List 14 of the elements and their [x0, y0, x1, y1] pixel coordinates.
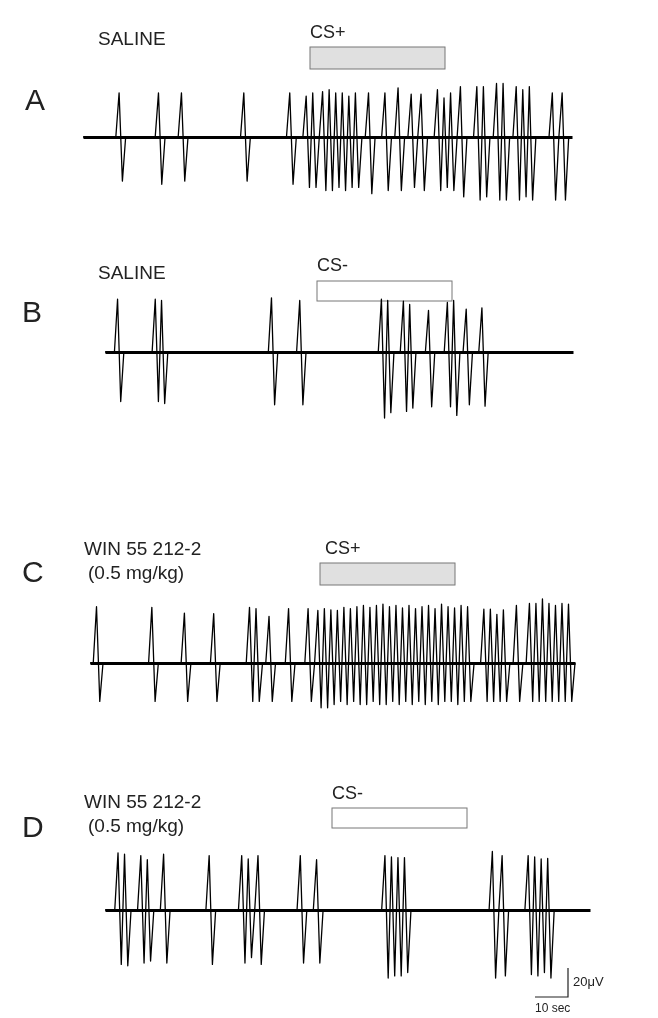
text: CS-: [332, 783, 363, 803]
chart-title: B: [22, 295, 43, 328]
text: CS+: [310, 22, 346, 42]
text: CS+: [325, 538, 361, 558]
chart-title: A: [25, 83, 46, 116]
text: CS-: [317, 255, 348, 275]
text: 10 sec: [535, 1001, 571, 1015]
chart-subtitle: SALINE: [98, 28, 166, 49]
annotation: 20μV: [573, 974, 604, 989]
chart-title: C: [22, 555, 44, 588]
chart-subtitle: WIN 55 212-2 (0.5 mg/kg): [84, 538, 202, 583]
chart-subtitle: SALINE: [98, 262, 166, 283]
chart-title: D: [22, 810, 44, 843]
chart-subtitle: WIN 55 212-2 (0.5 mg/kg): [84, 791, 202, 836]
